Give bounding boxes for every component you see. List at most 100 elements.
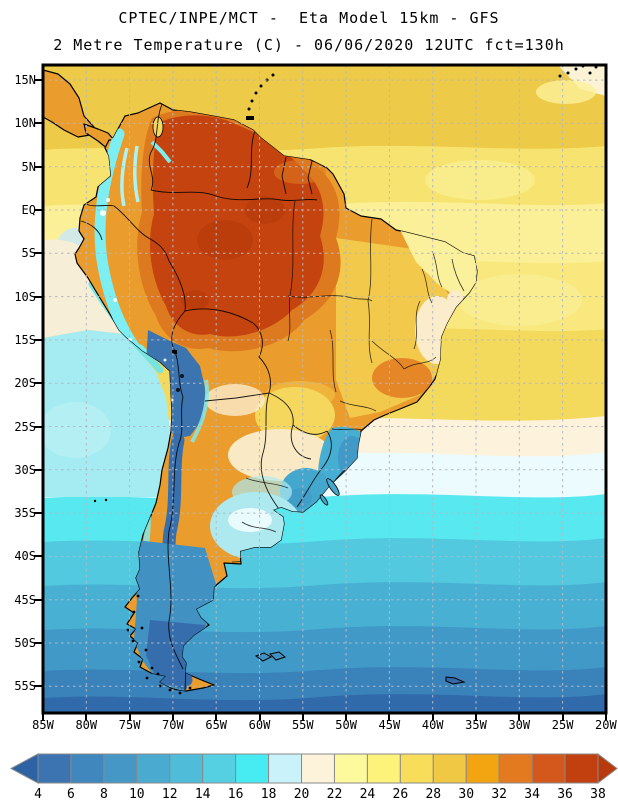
lake-titicaca (172, 350, 177, 354)
colorbar-cell (531, 753, 566, 784)
lat-tick-label: 30S (14, 462, 36, 477)
south-georgia-island (445, 676, 466, 685)
lat-tick-mark (34, 685, 42, 688)
colorbar-tick-label: 26 (393, 787, 409, 800)
colorbar-tick-label: 36 (557, 787, 573, 800)
lat-tick-mark (34, 209, 42, 211)
lat-tick-label: 15N (14, 73, 36, 88)
lat-tick-mark (34, 338, 42, 341)
lon-tick-label: 65W (205, 718, 228, 732)
colorbar-legend: 4 6 8 10 12 14 16 18 20 22 24 26 28 30 32 34 36 38 (9, 752, 618, 800)
colorbar-cell (301, 753, 335, 784)
lon-tick-mark (171, 714, 174, 720)
trinidad (246, 116, 254, 120)
colorbar-tick-label: 4 (34, 787, 42, 800)
lat-tick-mark (34, 165, 42, 168)
colorbar-cell (399, 753, 434, 784)
lake-maracaibo (152, 116, 164, 138)
lat-tick-label: 55S (14, 679, 36, 694)
lon-tick-mark (301, 714, 304, 720)
lon-tick-mark (215, 714, 218, 720)
juan-fernandez-islands (93, 498, 108, 503)
colorbar-cell (432, 753, 467, 784)
lat-tick-label: EQ (21, 203, 36, 217)
colorbar-tick-label: 8 (100, 787, 108, 800)
colorbar-cell (169, 753, 204, 784)
lat-tick-mark (34, 468, 42, 471)
lat-tick-label: 20S (14, 376, 36, 391)
colorbar-tick-label: 18 (261, 787, 277, 800)
colorbar-cell (136, 753, 171, 784)
lat-tick-label: 10S (14, 289, 36, 304)
page-title: CPTEC/INPE/MCT - Eta Model 15km - GFS (118, 9, 500, 27)
lat-tick-label: 5S (21, 246, 36, 261)
colorbar-tick-label: 22 (327, 787, 343, 800)
lon-tick-mark (258, 714, 261, 720)
colorbar-cell (465, 753, 500, 784)
colorbar-cell (333, 753, 368, 784)
lat-tick-mark (34, 425, 42, 428)
lat-tick-mark (34, 252, 42, 255)
chilean-fjords-speckles (126, 594, 192, 695)
lat-tick-mark (34, 382, 42, 385)
colorbar-tick-label: 6 (67, 787, 75, 800)
lon-tick-label: 80W (75, 718, 98, 732)
lat-tick-mark (34, 295, 42, 298)
lon-tick-label: 25W (551, 718, 574, 732)
lat-tick-label: 25S (14, 419, 36, 434)
colorbar-tick-label: 30 (458, 787, 474, 800)
colorbar-tick-label: 20 (294, 787, 310, 800)
lon-tick-label: 50W (335, 718, 357, 732)
colorbar-cell (202, 753, 237, 784)
lon-tick-label: 30W (508, 718, 531, 732)
lon-tick-label: 20W (595, 718, 617, 732)
colorbar-cell (268, 753, 303, 784)
lon-tick-mark (85, 714, 88, 720)
coastal-details (126, 478, 340, 695)
colorbar-tick-label: 38 (590, 787, 606, 800)
colorbar-cell (37, 753, 72, 784)
colorbar-cell (70, 753, 105, 784)
lon-tick-mark (42, 714, 44, 720)
lon-tick-label: 85W (32, 718, 54, 732)
colorbar-cell (498, 753, 533, 784)
colorbar-tick-label: 32 (491, 787, 507, 800)
lat-tick-mark (34, 512, 42, 515)
lagoa-dos-patos (326, 478, 340, 496)
lat-tick-mark (34, 122, 42, 125)
lon-tick-mark (604, 714, 607, 720)
lon-tick-mark (345, 714, 348, 720)
colorbar-cell (235, 753, 270, 784)
lon-tick-label: 75W (118, 718, 141, 732)
lon-tick-label: 55W (291, 718, 314, 732)
lat-tick-label: 40S (14, 549, 36, 564)
lat-tick-mark (34, 555, 42, 558)
lat-tick-label: 50S (14, 636, 36, 650)
colorbar-arrow-right (597, 752, 618, 785)
lat-tick-label: 45S (14, 592, 36, 607)
lat-tick-label: 35S (14, 506, 36, 521)
lon-tick-mark (475, 714, 477, 720)
colorbar-tick-label: 24 (360, 787, 376, 800)
lat-tick-mark (34, 642, 42, 644)
map-frame (41, 63, 608, 715)
colorbar-cell (366, 753, 401, 784)
page-subtitle: 2 Metre Temperature (C) - 06/06/2020 12U… (53, 36, 565, 54)
lon-tick-label: 60W (248, 718, 271, 732)
lat-tick-label: 15S (14, 332, 36, 347)
colorbar-tick-label: 28 (425, 787, 441, 800)
lon-tick-label: 40W (421, 718, 444, 732)
lon-tick-mark (128, 714, 131, 720)
lon-tick-label: 70W (162, 718, 184, 732)
lat-tick-mark (34, 79, 42, 82)
colorbar-tick-label: 14 (195, 787, 211, 800)
lon-tick-mark (431, 714, 434, 720)
lat-tick-label: 5N (21, 159, 36, 174)
lat-tick-mark (34, 598, 42, 601)
colorbar-cell (103, 753, 138, 784)
land-layer (43, 69, 478, 695)
colorbar-tick-label: 16 (228, 787, 244, 800)
lon-tick-mark (388, 714, 391, 720)
